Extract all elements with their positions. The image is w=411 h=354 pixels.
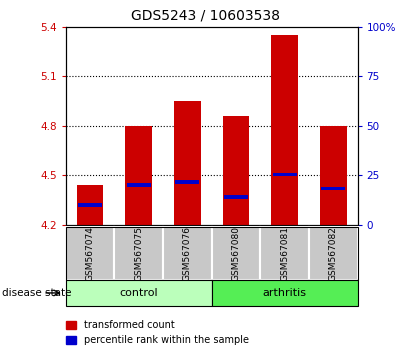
- Bar: [77, 185, 104, 225]
- Bar: [163, 227, 212, 280]
- Text: GSM567076: GSM567076: [183, 225, 192, 281]
- Text: GSM567075: GSM567075: [134, 225, 143, 281]
- Bar: [175, 180, 199, 184]
- Bar: [223, 116, 249, 225]
- Text: GSM567082: GSM567082: [329, 225, 338, 281]
- Bar: [309, 227, 358, 280]
- Text: GSM567080: GSM567080: [231, 225, 240, 281]
- Bar: [272, 173, 297, 176]
- Bar: [260, 227, 309, 280]
- Bar: [271, 35, 298, 225]
- Bar: [66, 280, 212, 306]
- Legend: transformed count, percentile rank within the sample: transformed count, percentile rank withi…: [62, 316, 253, 349]
- Bar: [66, 227, 114, 280]
- Bar: [320, 126, 346, 225]
- Text: GSM567081: GSM567081: [280, 225, 289, 281]
- Text: GSM567074: GSM567074: [85, 225, 95, 281]
- Bar: [224, 195, 248, 199]
- Text: GDS5243 / 10603538: GDS5243 / 10603538: [131, 9, 280, 23]
- Bar: [174, 101, 201, 225]
- Text: arthritis: arthritis: [263, 288, 307, 298]
- Bar: [321, 187, 345, 190]
- Text: control: control: [120, 288, 158, 298]
- Text: disease state: disease state: [2, 288, 72, 298]
- Bar: [212, 227, 260, 280]
- Bar: [127, 183, 151, 187]
- Bar: [125, 126, 152, 225]
- Bar: [114, 227, 163, 280]
- Bar: [78, 203, 102, 207]
- Bar: [212, 280, 358, 306]
